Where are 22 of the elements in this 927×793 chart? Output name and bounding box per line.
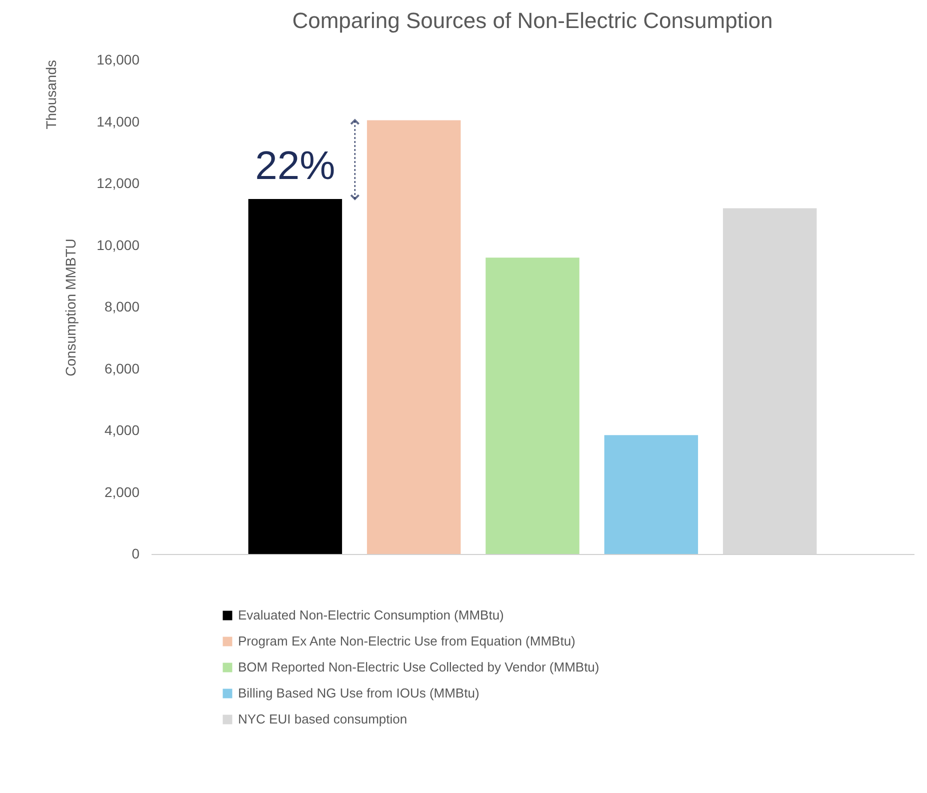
- legend-label: Billing Based NG Use from IOUs (MMBtu): [238, 686, 480, 700]
- legend-label: BOM Reported Non-Electric Use Collected by Vendor (MMBtu): [238, 660, 600, 674]
- y-tick-label: 14,000: [96, 113, 140, 130]
- y-axis-title: Consumption MMBTU: [62, 238, 79, 376]
- chart-title: Comparing Sources of Non-Electric Consumption: [292, 8, 773, 33]
- bar: [248, 198, 342, 554]
- legend-label: NYC EUI based consumption: [238, 712, 408, 726]
- y-tick-label: 12,000: [96, 175, 140, 191]
- y-tick-label: 2,000: [104, 484, 140, 500]
- y-tick-label: 16,000: [96, 52, 140, 68]
- y-tick-label: 0: [132, 546, 140, 562]
- bar: [486, 258, 580, 554]
- y-tick-label: 6,000: [104, 360, 140, 376]
- legend-label: Evaluated Non-Electric Consumption (MMBtu): [238, 608, 504, 622]
- annotation: 22%: [255, 144, 336, 188]
- y-tick-label: 4,000: [104, 422, 140, 438]
- y-tick-label: 8,000: [104, 298, 140, 314]
- legend-label: Program Ex Ante Non-Electric Use from Equation (MMBtu): [238, 634, 576, 648]
- bar: [366, 120, 461, 554]
- bar: [604, 435, 698, 554]
- text: Thousands: [43, 60, 59, 130]
- y-tick-label: 10,000: [96, 236, 140, 253]
